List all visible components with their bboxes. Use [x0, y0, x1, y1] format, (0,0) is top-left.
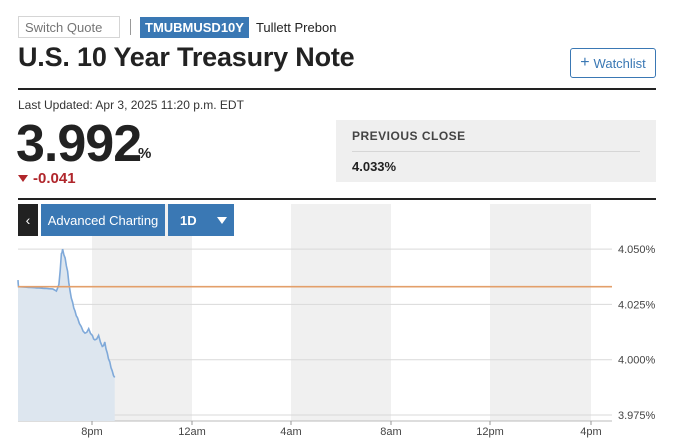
x-tick-label: 12am	[178, 426, 206, 438]
y-tick-label: 3.975%	[618, 410, 656, 422]
previous-close-value: 4.033%	[352, 159, 397, 174]
x-tick-label: 4am	[280, 426, 301, 438]
chart-divider	[18, 198, 656, 200]
price-unit: %	[138, 145, 152, 162]
previous-close-label: PREVIOUS CLOSE	[352, 129, 640, 152]
section-divider	[18, 88, 656, 90]
x-tick-label: 4pm	[580, 426, 601, 438]
last-updated: Last Updated: Apr 3, 2025 11:20 p.m. EDT	[18, 98, 244, 112]
time-band	[490, 204, 591, 421]
down-arrow-icon	[18, 175, 28, 182]
x-tick-label: 8am	[380, 426, 401, 438]
page-title: U.S. 10 Year Treasury Note	[18, 42, 355, 72]
previous-close-panel: PREVIOUS CLOSE 4.033%	[336, 120, 656, 182]
quote-price: 3.992	[16, 115, 142, 173]
data-source: Tullett Prebon	[255, 19, 337, 35]
chevron-down-icon	[216, 216, 227, 224]
x-tick-label: 12pm	[476, 426, 504, 438]
price-change-value: -0.041	[33, 170, 76, 187]
y-tick-label: 4.050%	[618, 244, 656, 256]
x-tick-label: 8pm	[81, 426, 102, 438]
series-area	[18, 249, 115, 421]
time-range-select[interactable]: 1D	[168, 204, 234, 236]
divider	[130, 19, 131, 35]
chart-back-button[interactable]: ‹	[18, 204, 38, 236]
top-bar: TMUBMUSD10Y Tullett Prebon	[18, 16, 336, 38]
y-tick-label: 4.025%	[618, 299, 656, 311]
watchlist-label: Watchlist	[593, 55, 646, 71]
chevron-left-icon: ‹	[25, 212, 31, 228]
yield-chart[interactable]: 4.050% 4.025% 4.000% 3.975% 8pm 12am 4am 8am 12p…	[0, 200, 679, 446]
series-line	[17, 248, 116, 378]
price-change: -0.041	[18, 170, 76, 187]
ticker-badge: TMUBMUSD10Y	[140, 16, 249, 38]
switch-quote-input[interactable]	[18, 16, 120, 38]
watchlist-button[interactable]: + Watchlist	[570, 48, 656, 78]
plus-icon: +	[580, 54, 590, 71]
advanced-charting-button[interactable]: Advanced Charting	[41, 204, 165, 236]
time-range-label: 1D	[180, 212, 197, 228]
y-tick-label: 4.000%	[618, 355, 656, 367]
time-band	[291, 204, 391, 421]
